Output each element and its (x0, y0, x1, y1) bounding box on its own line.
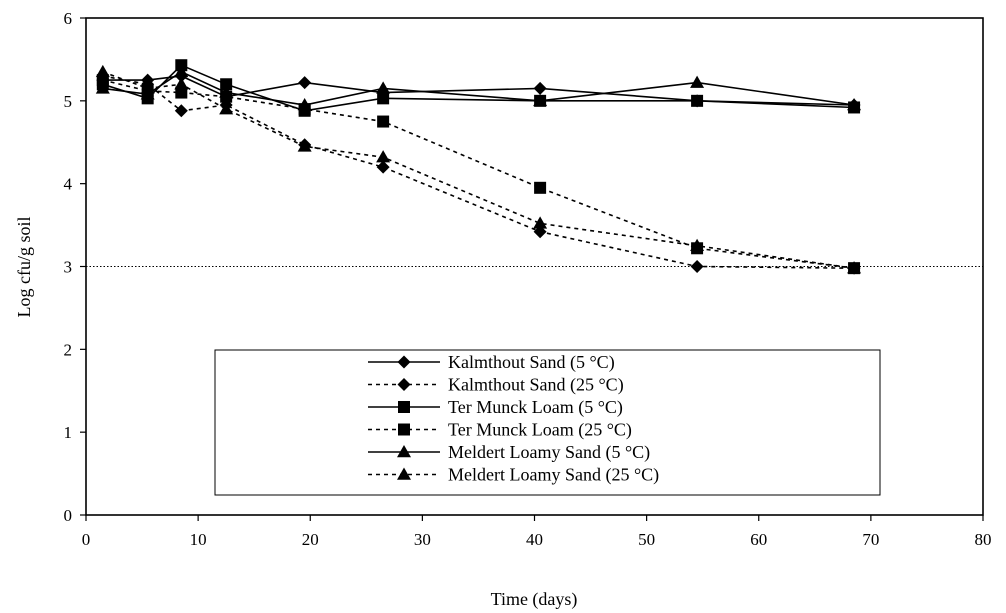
legend-label-5: Meldert Loamy Sand (25 °C) (448, 465, 659, 486)
point-5-7 (690, 238, 705, 252)
legend-label-4: Meldert Loamy Sand (5 °C) (448, 442, 650, 463)
y-axis-label: Log cfu/g soil (14, 217, 34, 318)
legend-label-2: Ter Munck Loam (5 °C) (448, 397, 623, 418)
x-tick-label-7: 70 (862, 530, 879, 549)
legend-label-1: Kalmthout Sand (25 °C) (448, 375, 624, 396)
point-4-6 (533, 93, 548, 107)
point-5-6 (533, 216, 548, 229)
legend-marker-5 (397, 467, 411, 480)
point-5-4 (297, 139, 312, 152)
point-5-2 (174, 77, 189, 90)
point-5-8 (847, 261, 862, 274)
x-tick-label-8: 80 (975, 530, 992, 549)
tick-layer: 0 10 20 30 40 50 60 70 80 0 1 2 3 4 5 6 (64, 9, 992, 549)
legend-marker-2 (398, 401, 410, 413)
point-4-0 (95, 81, 110, 94)
point-0-6 (533, 81, 547, 95)
point-4-8 (847, 97, 862, 111)
y-tick-label-5: 5 (64, 92, 73, 111)
point-1-7 (690, 260, 704, 273)
y-tick-label-1: 1 (64, 423, 73, 442)
x-tick-label-5: 50 (638, 530, 655, 549)
legend-marker-0 (397, 355, 411, 369)
legend-marker-1 (397, 378, 411, 391)
x-tick-label-6: 60 (750, 530, 767, 549)
x-tick-label-1: 10 (190, 530, 207, 549)
point-4-3 (219, 85, 234, 98)
x-tick-label-0: 0 (82, 530, 91, 549)
point-1-5 (376, 160, 390, 174)
legend-label-3: Ter Munck Loam (25 °C) (448, 420, 632, 441)
point-2-3 (220, 78, 233, 91)
point-0-4 (298, 76, 312, 90)
series-5 (95, 64, 862, 274)
point-1-2 (174, 104, 188, 118)
y-tick-label-4: 4 (64, 175, 73, 194)
point-4-7 (690, 75, 705, 88)
y-tick-label-6: 6 (64, 9, 73, 28)
point-5-3 (219, 102, 234, 115)
point-2-7 (691, 94, 704, 107)
point-3-0 (96, 74, 109, 87)
x-tick-label-3: 30 (414, 530, 431, 549)
y-tick-label-2: 2 (64, 340, 73, 359)
legend-marker-4 (397, 445, 411, 458)
legend-label-0: Kalmthout Sand (5 °C) (448, 352, 615, 373)
point-5-0 (95, 64, 110, 78)
point-5-1 (140, 81, 155, 94)
legend-box (214, 349, 881, 496)
point-4-4 (297, 97, 312, 111)
legend-marker-3 (398, 423, 410, 436)
point-4-5 (376, 81, 391, 94)
series-line-3 (102, 79, 855, 269)
x-tick-label-2: 20 (302, 530, 319, 549)
x-axis-label: Time (days) (491, 589, 578, 610)
point-3-5 (377, 115, 390, 128)
point-5-5 (376, 150, 391, 163)
point-2-5 (377, 92, 390, 105)
x-tick-label-4: 40 (526, 530, 543, 549)
series-layer (95, 59, 862, 275)
point-4-2 (174, 64, 189, 78)
series-line-1 (102, 75, 855, 269)
point-3-6 (534, 181, 547, 194)
point-3-2 (175, 86, 188, 99)
y-tick-label-0: 0 (64, 506, 73, 525)
y-tick-label-3: 3 (64, 258, 73, 277)
legend: Kalmthout Sand (5 °C)Kalmthout Sand (25 … (214, 349, 881, 496)
